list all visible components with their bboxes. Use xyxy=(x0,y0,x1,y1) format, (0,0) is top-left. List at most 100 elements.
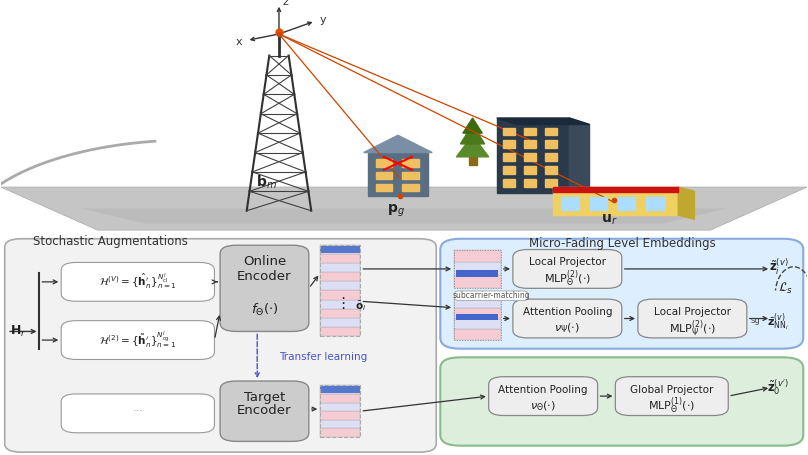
Bar xyxy=(320,246,360,253)
Bar xyxy=(457,314,499,320)
Bar xyxy=(454,249,501,288)
Polygon shape xyxy=(524,179,537,187)
Text: Attention Pooling: Attention Pooling xyxy=(523,307,612,317)
Text: $\mathrm{MLP}_{\Psi}^{(2)}(\cdot)$: $\mathrm{MLP}_{\Psi}^{(2)}(\cdot)$ xyxy=(669,318,716,339)
FancyBboxPatch shape xyxy=(61,263,214,301)
Text: Attention Pooling: Attention Pooling xyxy=(499,384,588,394)
Text: $\nu_{\Theta}(\cdot)$: $\nu_{\Theta}(\cdot)$ xyxy=(530,399,556,413)
Bar xyxy=(457,270,499,278)
Bar xyxy=(320,290,360,299)
Text: $\mathbf{H}_r$: $\mathbf{H}_r$ xyxy=(11,324,27,339)
Polygon shape xyxy=(545,179,558,187)
Bar xyxy=(320,282,360,290)
Polygon shape xyxy=(562,197,579,210)
FancyBboxPatch shape xyxy=(616,377,728,415)
FancyBboxPatch shape xyxy=(513,249,622,288)
FancyBboxPatch shape xyxy=(61,321,214,359)
Polygon shape xyxy=(503,167,516,174)
Polygon shape xyxy=(618,197,636,210)
Bar xyxy=(454,318,501,329)
Polygon shape xyxy=(402,183,419,192)
Polygon shape xyxy=(402,172,419,179)
Text: $\nu_{\Psi}(\cdot)$: $\nu_{\Psi}(\cdot)$ xyxy=(554,322,580,335)
Text: $\mathcal{L}_s$: $\mathcal{L}_s$ xyxy=(778,281,793,296)
Polygon shape xyxy=(545,141,558,148)
Polygon shape xyxy=(524,127,537,135)
FancyBboxPatch shape xyxy=(455,291,528,300)
Polygon shape xyxy=(590,197,608,210)
Bar xyxy=(320,245,360,336)
Bar xyxy=(454,249,501,263)
FancyBboxPatch shape xyxy=(5,239,436,452)
Polygon shape xyxy=(503,141,516,148)
Bar xyxy=(454,329,501,340)
Polygon shape xyxy=(545,153,558,161)
Text: $\bar{\mathbf{z}}_{\mathrm{NN}_i}^{(v)}$: $\bar{\mathbf{z}}_{\mathrm{NN}_i}^{(v)}$ xyxy=(767,312,789,334)
Polygon shape xyxy=(646,197,663,210)
Text: Transfer learning: Transfer learning xyxy=(279,352,367,362)
Text: Stochastic Augmentations: Stochastic Augmentations xyxy=(33,235,187,248)
Polygon shape xyxy=(497,118,590,125)
Text: $\mathcal{H}^{(V)} = \{\hat{\mathbf{h}}_n^{\prime}\}_{n=1}^{N_{\mathrm{cl}}^{l}}: $\mathcal{H}^{(V)} = \{\hat{\mathbf{h}}_… xyxy=(99,272,177,292)
Bar xyxy=(320,308,360,318)
Bar xyxy=(320,420,360,429)
Bar xyxy=(320,394,360,403)
Bar xyxy=(320,386,360,393)
Text: $\mathcal{H}^{(2)} = \{\tilde{\mathbf{h}}_n^{\prime}\}_{n=1}^{N_{\mathrm{cg}}^{l: $\mathcal{H}^{(2)} = \{\tilde{\mathbf{h}… xyxy=(99,329,176,350)
Text: $\bar{\mathbf{o}}_i$: $\bar{\mathbf{o}}_i$ xyxy=(355,298,366,313)
Polygon shape xyxy=(524,153,537,161)
Bar xyxy=(454,263,501,275)
Text: $\mathrm{MLP}_{\Theta}^{(2)}(\cdot)$: $\mathrm{MLP}_{\Theta}^{(2)}(\cdot)$ xyxy=(544,268,591,289)
Bar xyxy=(320,385,360,437)
Text: Global Projector: Global Projector xyxy=(630,384,713,394)
Bar xyxy=(320,403,360,411)
Polygon shape xyxy=(503,127,516,135)
Polygon shape xyxy=(376,183,392,192)
Text: $\mathbf{u}_r$: $\mathbf{u}_r$ xyxy=(601,212,618,227)
Polygon shape xyxy=(545,167,558,174)
FancyBboxPatch shape xyxy=(489,377,598,415)
Polygon shape xyxy=(678,187,694,219)
Bar xyxy=(320,318,360,327)
Polygon shape xyxy=(503,179,516,187)
Polygon shape xyxy=(524,141,537,148)
Text: subcarrier-matching: subcarrier-matching xyxy=(452,291,530,300)
Text: Local Projector: Local Projector xyxy=(529,258,606,268)
FancyBboxPatch shape xyxy=(440,357,803,446)
Polygon shape xyxy=(402,159,419,167)
Bar xyxy=(454,275,501,288)
Text: $\tilde{\mathbf{z}}_0^{(v^{\prime})}$: $\tilde{\mathbf{z}}_0^{(v^{\prime})}$ xyxy=(767,378,789,397)
Text: x: x xyxy=(235,37,242,47)
FancyBboxPatch shape xyxy=(220,381,309,441)
Text: $\mathbf{p}_g$: $\mathbf{p}_g$ xyxy=(387,202,405,219)
Polygon shape xyxy=(82,208,726,224)
Bar xyxy=(320,263,360,273)
Polygon shape xyxy=(368,152,428,196)
Polygon shape xyxy=(570,118,590,200)
Polygon shape xyxy=(461,125,485,144)
Text: sg: sg xyxy=(751,316,760,325)
Polygon shape xyxy=(545,127,558,135)
Polygon shape xyxy=(376,159,392,167)
FancyBboxPatch shape xyxy=(440,239,803,349)
Text: $\mathrm{MLP}_{\Theta}^{(1)}(\cdot)$: $\mathrm{MLP}_{\Theta}^{(1)}(\cdot)$ xyxy=(648,396,696,416)
Polygon shape xyxy=(1,187,807,230)
Bar xyxy=(454,308,501,318)
Bar xyxy=(454,297,501,340)
Text: z: z xyxy=(283,0,288,7)
Bar xyxy=(1,23,807,239)
Text: Micro-Fading Level Embeddings: Micro-Fading Level Embeddings xyxy=(529,237,716,250)
Bar xyxy=(320,273,360,282)
FancyBboxPatch shape xyxy=(638,299,747,338)
Polygon shape xyxy=(553,187,678,192)
Text: Target: Target xyxy=(244,391,285,404)
Polygon shape xyxy=(457,135,489,157)
Bar xyxy=(454,297,501,308)
Text: Local Projector: Local Projector xyxy=(654,307,731,317)
Bar xyxy=(320,429,360,437)
Text: y: y xyxy=(320,15,326,25)
Text: Online: Online xyxy=(243,255,286,268)
Text: $\vdots$: $\vdots$ xyxy=(335,295,346,311)
Text: $\mathbf{b}_m$: $\mathbf{b}_m$ xyxy=(256,174,277,192)
Text: Encoder: Encoder xyxy=(238,270,292,283)
